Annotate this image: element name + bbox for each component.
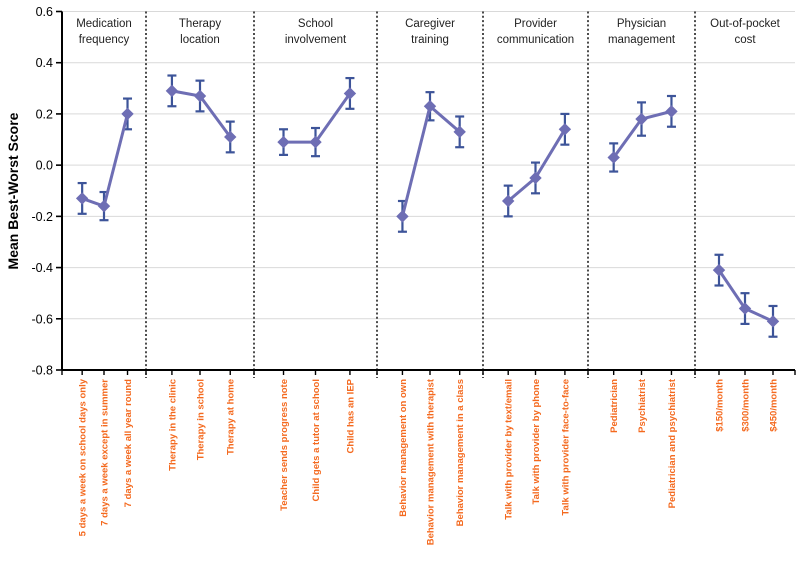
category-label: Psychiatrist — [637, 378, 648, 433]
panel-school-involvement: School involvement Teacher sends progress … — [253, 11, 357, 511]
y-tick-label: 0.2 — [36, 107, 53, 121]
y-tick-label: 0.4 — [36, 56, 53, 70]
data-point-marker — [75, 192, 89, 205]
panel-title: involvement — [285, 34, 347, 46]
panel-title: cost — [734, 34, 756, 46]
category-label: Pediatrician — [609, 379, 620, 433]
panel-title: Out-of-pocket — [710, 18, 780, 30]
category-label: $450/month — [769, 379, 780, 432]
panel-title: frequency — [79, 34, 130, 46]
panel-therapy-location: Therapy location Therapy in the clinic Ther… — [145, 11, 237, 471]
panel-title: communication — [497, 34, 574, 46]
panel-provider-communication: Provider communication Talk with provider … — [482, 11, 574, 520]
panel-title: Therapy — [179, 18, 221, 30]
data-point-marker — [529, 171, 542, 185]
data-point-marker — [396, 210, 409, 223]
panel-medication-frequency: Medication frequency 5 days a week on scho… — [75, 18, 134, 536]
category-label: 7 days a week except in summer — [100, 379, 111, 526]
y-axis-title: Mean Best-Worst Score — [5, 112, 21, 269]
category-label: Behavior management on own — [398, 379, 409, 517]
panel-title: Medication — [76, 18, 132, 30]
data-point-marker — [224, 130, 237, 144]
category-label: Talk with provider by phone — [531, 379, 542, 504]
category-label: Child gets a tutor at school — [311, 379, 322, 501]
data-point-marker — [635, 112, 648, 126]
data-point-marker — [121, 107, 134, 121]
panel-title: Caregiver — [405, 18, 455, 30]
panel-title: School — [298, 18, 333, 30]
data-point-marker — [165, 84, 179, 98]
y-tick-label: -0.2 — [31, 210, 53, 224]
category-label: $150/month — [715, 379, 726, 432]
data-point-marker — [501, 194, 515, 208]
series-line — [283, 92, 352, 144]
category-label: 5 days a week on school days only — [78, 378, 89, 536]
panel-out-of-pocket-cost: Out-of-pocket cost $150/month $300/month $45… — [694, 11, 781, 432]
data-point-marker — [558, 123, 572, 136]
panel-physician-management: Physician management Pediatrician Psychiatr… — [587, 11, 678, 508]
category-label: Therapy at home — [226, 379, 237, 455]
panel-title: Physician — [617, 18, 666, 30]
data-point-marker — [712, 263, 726, 277]
category-label: Pediatrician and psychiatrist — [667, 378, 678, 508]
data-point-marker — [343, 87, 357, 100]
category-label: Child has an IEP — [345, 378, 356, 453]
data-point-marker — [766, 315, 780, 328]
category-label: Behavior management in a class — [455, 379, 466, 526]
category-label: Talk with provider face-to-face — [560, 379, 571, 516]
y-tick-label: -0.8 — [31, 364, 53, 378]
data-point-marker — [193, 89, 207, 103]
series-line — [400, 103, 461, 217]
data-point-marker — [453, 125, 466, 139]
y-tick-label: 0.6 — [36, 5, 53, 19]
category-label: Behavior management with therapist — [426, 378, 437, 545]
data-point-marker — [309, 135, 322, 149]
category-label: Teacher sends progress note — [279, 379, 290, 511]
data-point-marker — [607, 151, 620, 164]
y-tick-label: 0.0 — [36, 159, 53, 173]
panel-title: Provider — [514, 18, 557, 30]
data-point-marker — [423, 100, 437, 113]
data-point-marker — [97, 199, 111, 213]
panel-caregiver-training: Caregiver training Behavior management on … — [376, 11, 466, 545]
panel-title: management — [608, 34, 676, 46]
category-label: Therapy in school — [196, 379, 207, 460]
data-point-marker — [277, 135, 290, 149]
y-tick-label: -0.4 — [31, 261, 53, 275]
data-point-marker — [738, 302, 752, 315]
panel-title: training — [411, 34, 449, 46]
category-label: Therapy in the clinic — [167, 379, 178, 471]
panel-title: location — [180, 34, 220, 46]
category-label: 7 days a week all year round — [123, 379, 134, 508]
data-point-marker — [665, 105, 678, 118]
category-label: Talk with provider by text/email — [504, 379, 515, 520]
category-label: $300/month — [741, 379, 752, 432]
y-tick-label: -0.6 — [31, 312, 53, 326]
